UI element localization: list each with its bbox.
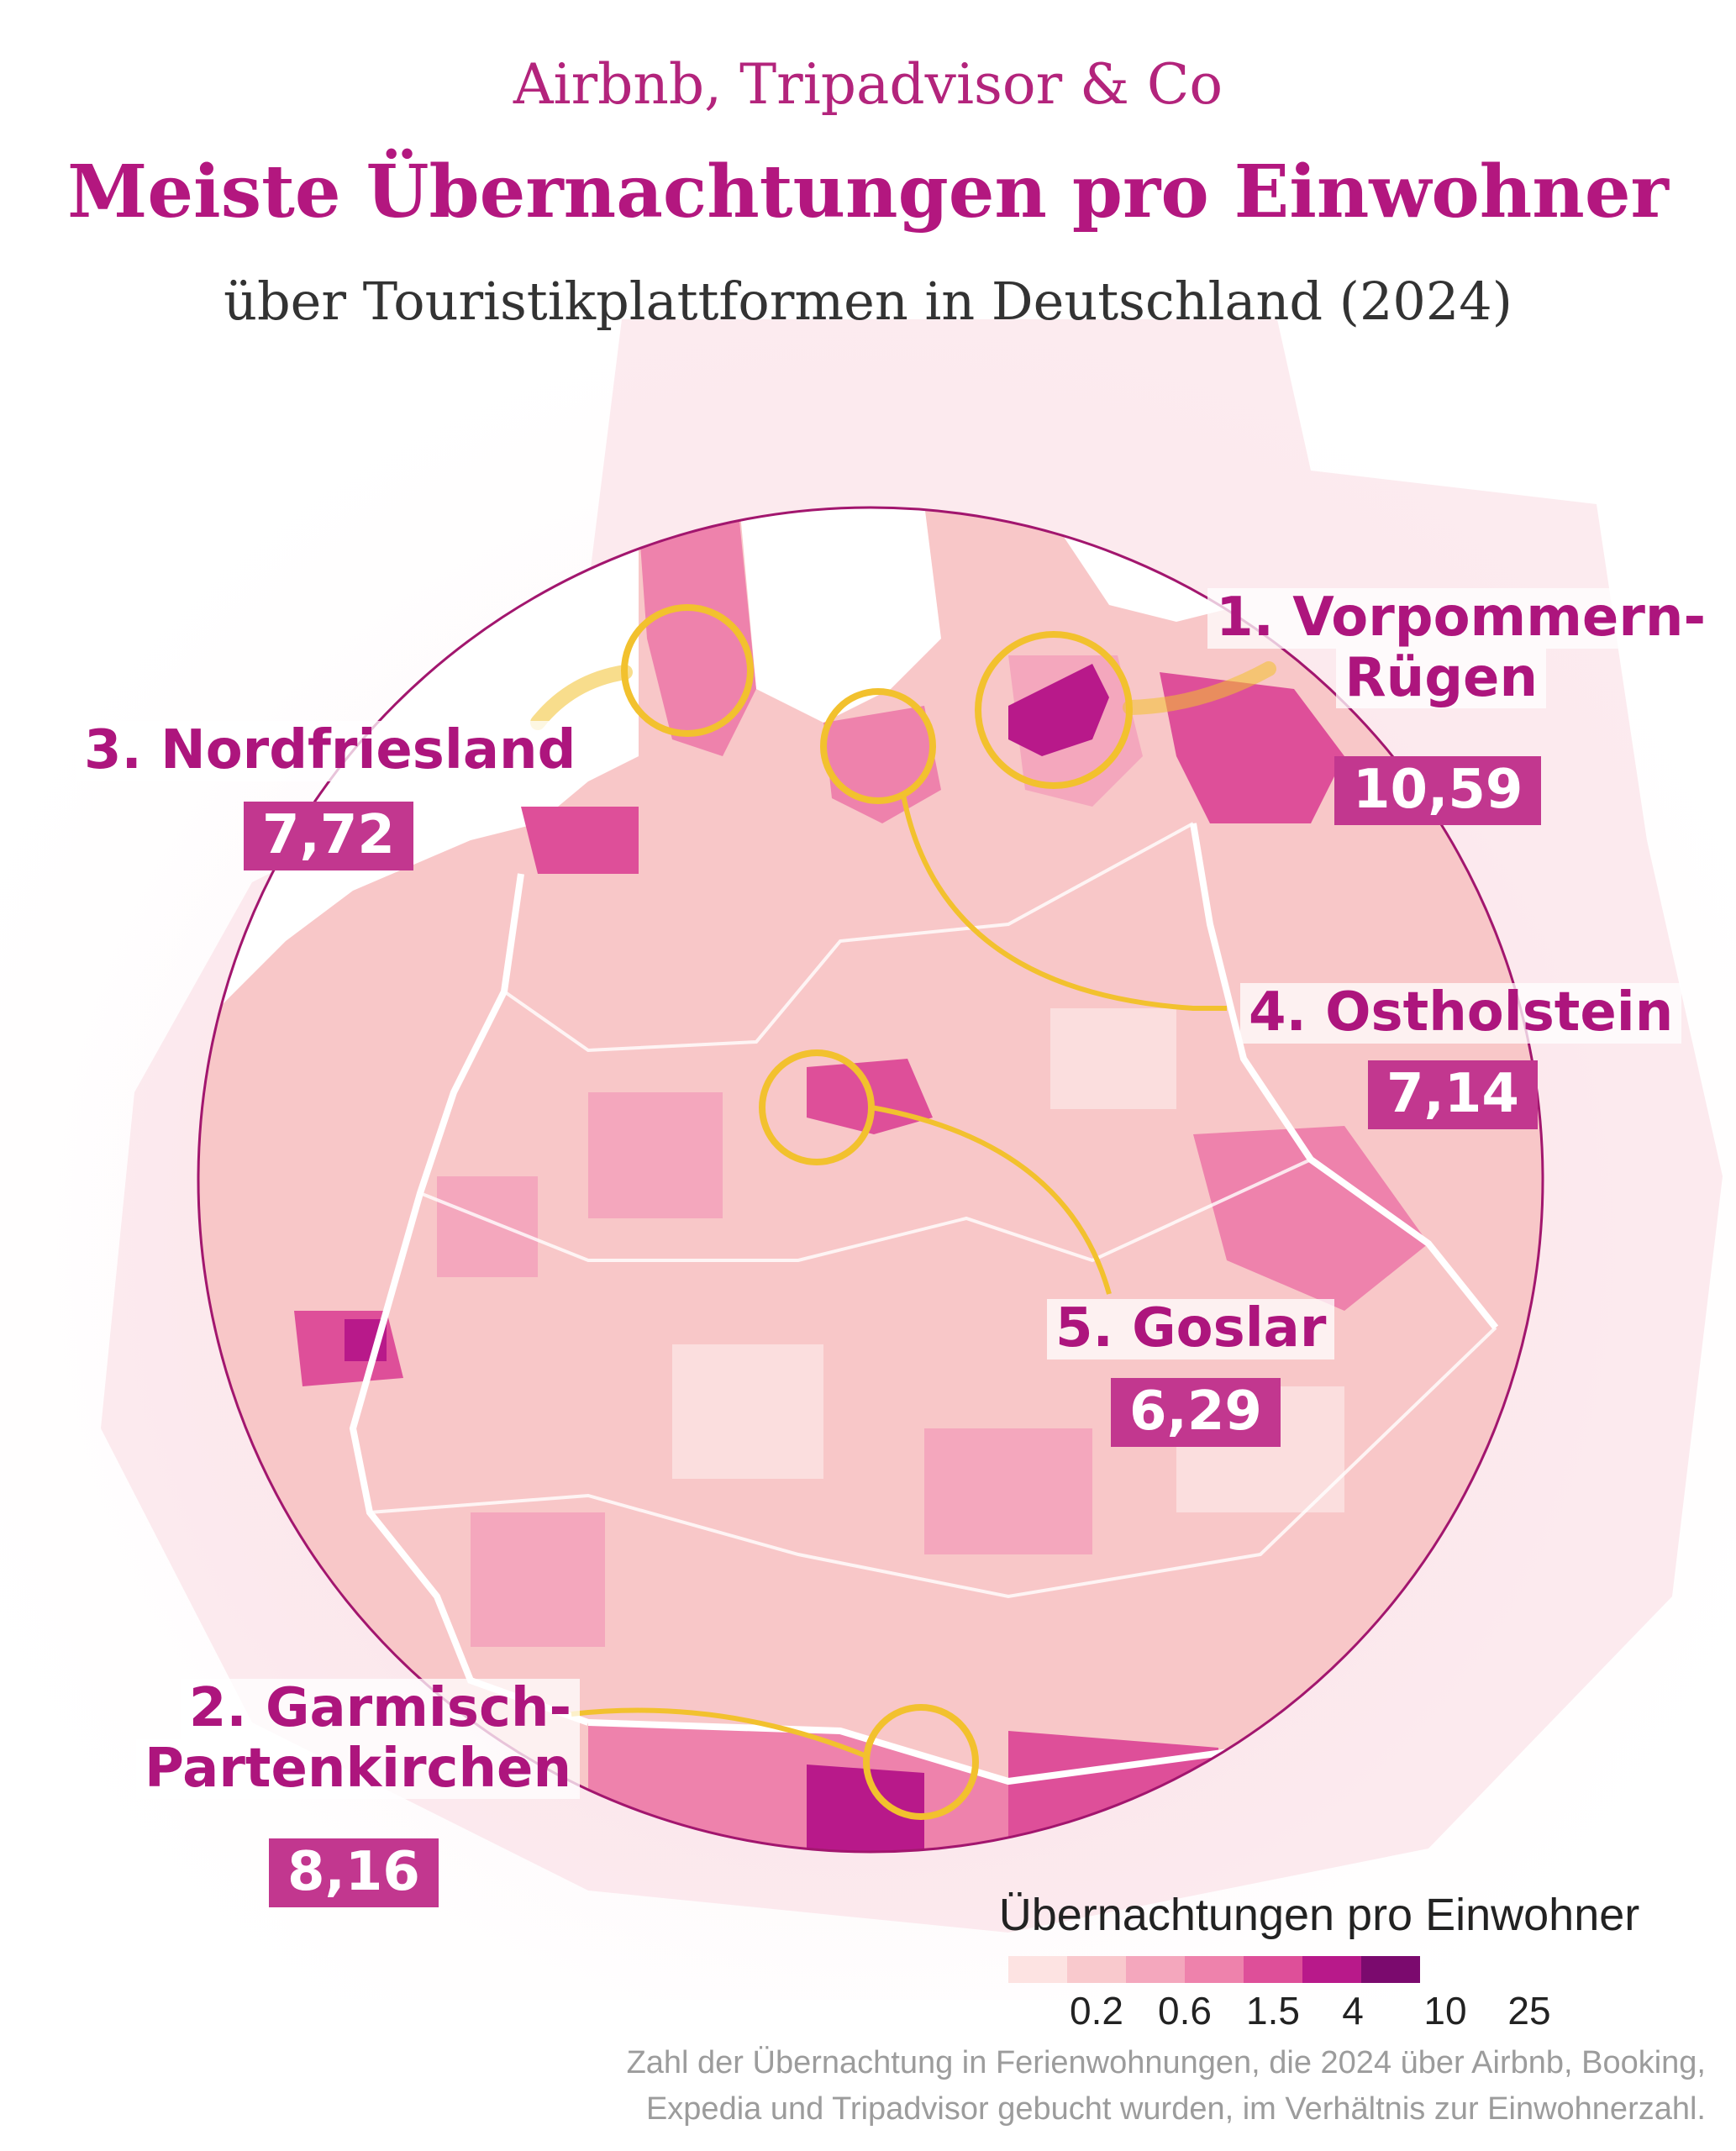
value-badge-nordfriesland: 7,72: [244, 802, 413, 870]
rank-label-line2: Rügen: [1336, 648, 1546, 709]
highlight-rings: [530, 604, 1276, 1820]
highlight-ring-garmisch: [863, 1704, 979, 1820]
legend-swatch: [1067, 1956, 1126, 1983]
connector-ostholstein: [901, 794, 1227, 1011]
legend-swatch: [1361, 1956, 1420, 1983]
page-title: Meiste Übernachtungen pro Einwohner: [67, 150, 1669, 234]
rank-label-goslar: 5. Goslar: [1047, 1298, 1335, 1359]
value-badge-vorpommern-ruegen: 10,59: [1334, 756, 1542, 825]
legend-swatch: [1244, 1956, 1302, 1983]
rank-label-line1: 5. Goslar: [1047, 1298, 1335, 1359]
map-circle-outline: [197, 506, 1544, 1854]
rank-label-line1: 1. Vorpommern-: [1207, 587, 1714, 649]
rank-label-line1: 3. Nordfriesland: [76, 720, 585, 781]
legend-tick: 25: [1507, 1989, 1551, 2033]
rank-label-line2: Partenkirchen: [135, 1738, 580, 1800]
connector-nordfriesland: [530, 665, 633, 730]
value-badge-goslar: 6,29: [1111, 1378, 1281, 1447]
legend-swatch: [1185, 1956, 1244, 1983]
value-badge-ostholstein: 7,14: [1368, 1060, 1538, 1129]
legend-swatch: [1008, 1956, 1067, 1983]
connector-garmisch: [571, 1707, 868, 1759]
connector-vorpommern: [1123, 661, 1276, 715]
value-badge-garmisch-partenkirchen: 8,16: [269, 1838, 439, 1907]
rank-label-ostholstein: 4. Ostholstein: [1240, 982, 1682, 1044]
legend-tick: 4: [1342, 1989, 1364, 2033]
rank-label-vorpommern-ruegen: 1. Vorpommern- Rügen: [1176, 587, 1714, 709]
legend-color-scale: [1008, 1956, 1420, 1983]
legend-swatch: [1302, 1956, 1361, 1983]
kicker: Airbnb, Tripadvisor & Co: [513, 52, 1223, 117]
legend-tick: 0.6: [1158, 1989, 1212, 2033]
connector-goslar: [871, 1105, 1112, 1295]
legend-swatch: [1126, 1956, 1185, 1983]
legend-tick: 1.5: [1246, 1989, 1300, 2033]
source-line2: Expedia und Tripadvisor gebucht wurden, …: [645, 2091, 1706, 2127]
rank-label-line1: 4. Ostholstein: [1240, 982, 1682, 1044]
subtitle: über Touristikplattformen in Deutschland…: [224, 271, 1512, 332]
highlight-ring-ostholstein: [820, 688, 936, 804]
legend-tick: 10: [1423, 1989, 1467, 2033]
source-note: Zahl der Übernachtung in Ferienwohnungen…: [445, 2040, 1706, 2133]
rank-label-garmisch-partenkirchen: 2. Garmisch- Partenkirchen: [126, 1678, 580, 1800]
legend-tick: 0.2: [1070, 1989, 1123, 2033]
rank-label-nordfriesland: 3. Nordfriesland: [76, 720, 585, 781]
source-line1: Zahl der Übernachtung in Ferienwohnungen…: [626, 2045, 1706, 2080]
rank-label-line1: 2. Garmisch-: [180, 1678, 580, 1739]
legend-title: Übernachtungen pro Einwohner: [998, 1890, 1640, 1940]
